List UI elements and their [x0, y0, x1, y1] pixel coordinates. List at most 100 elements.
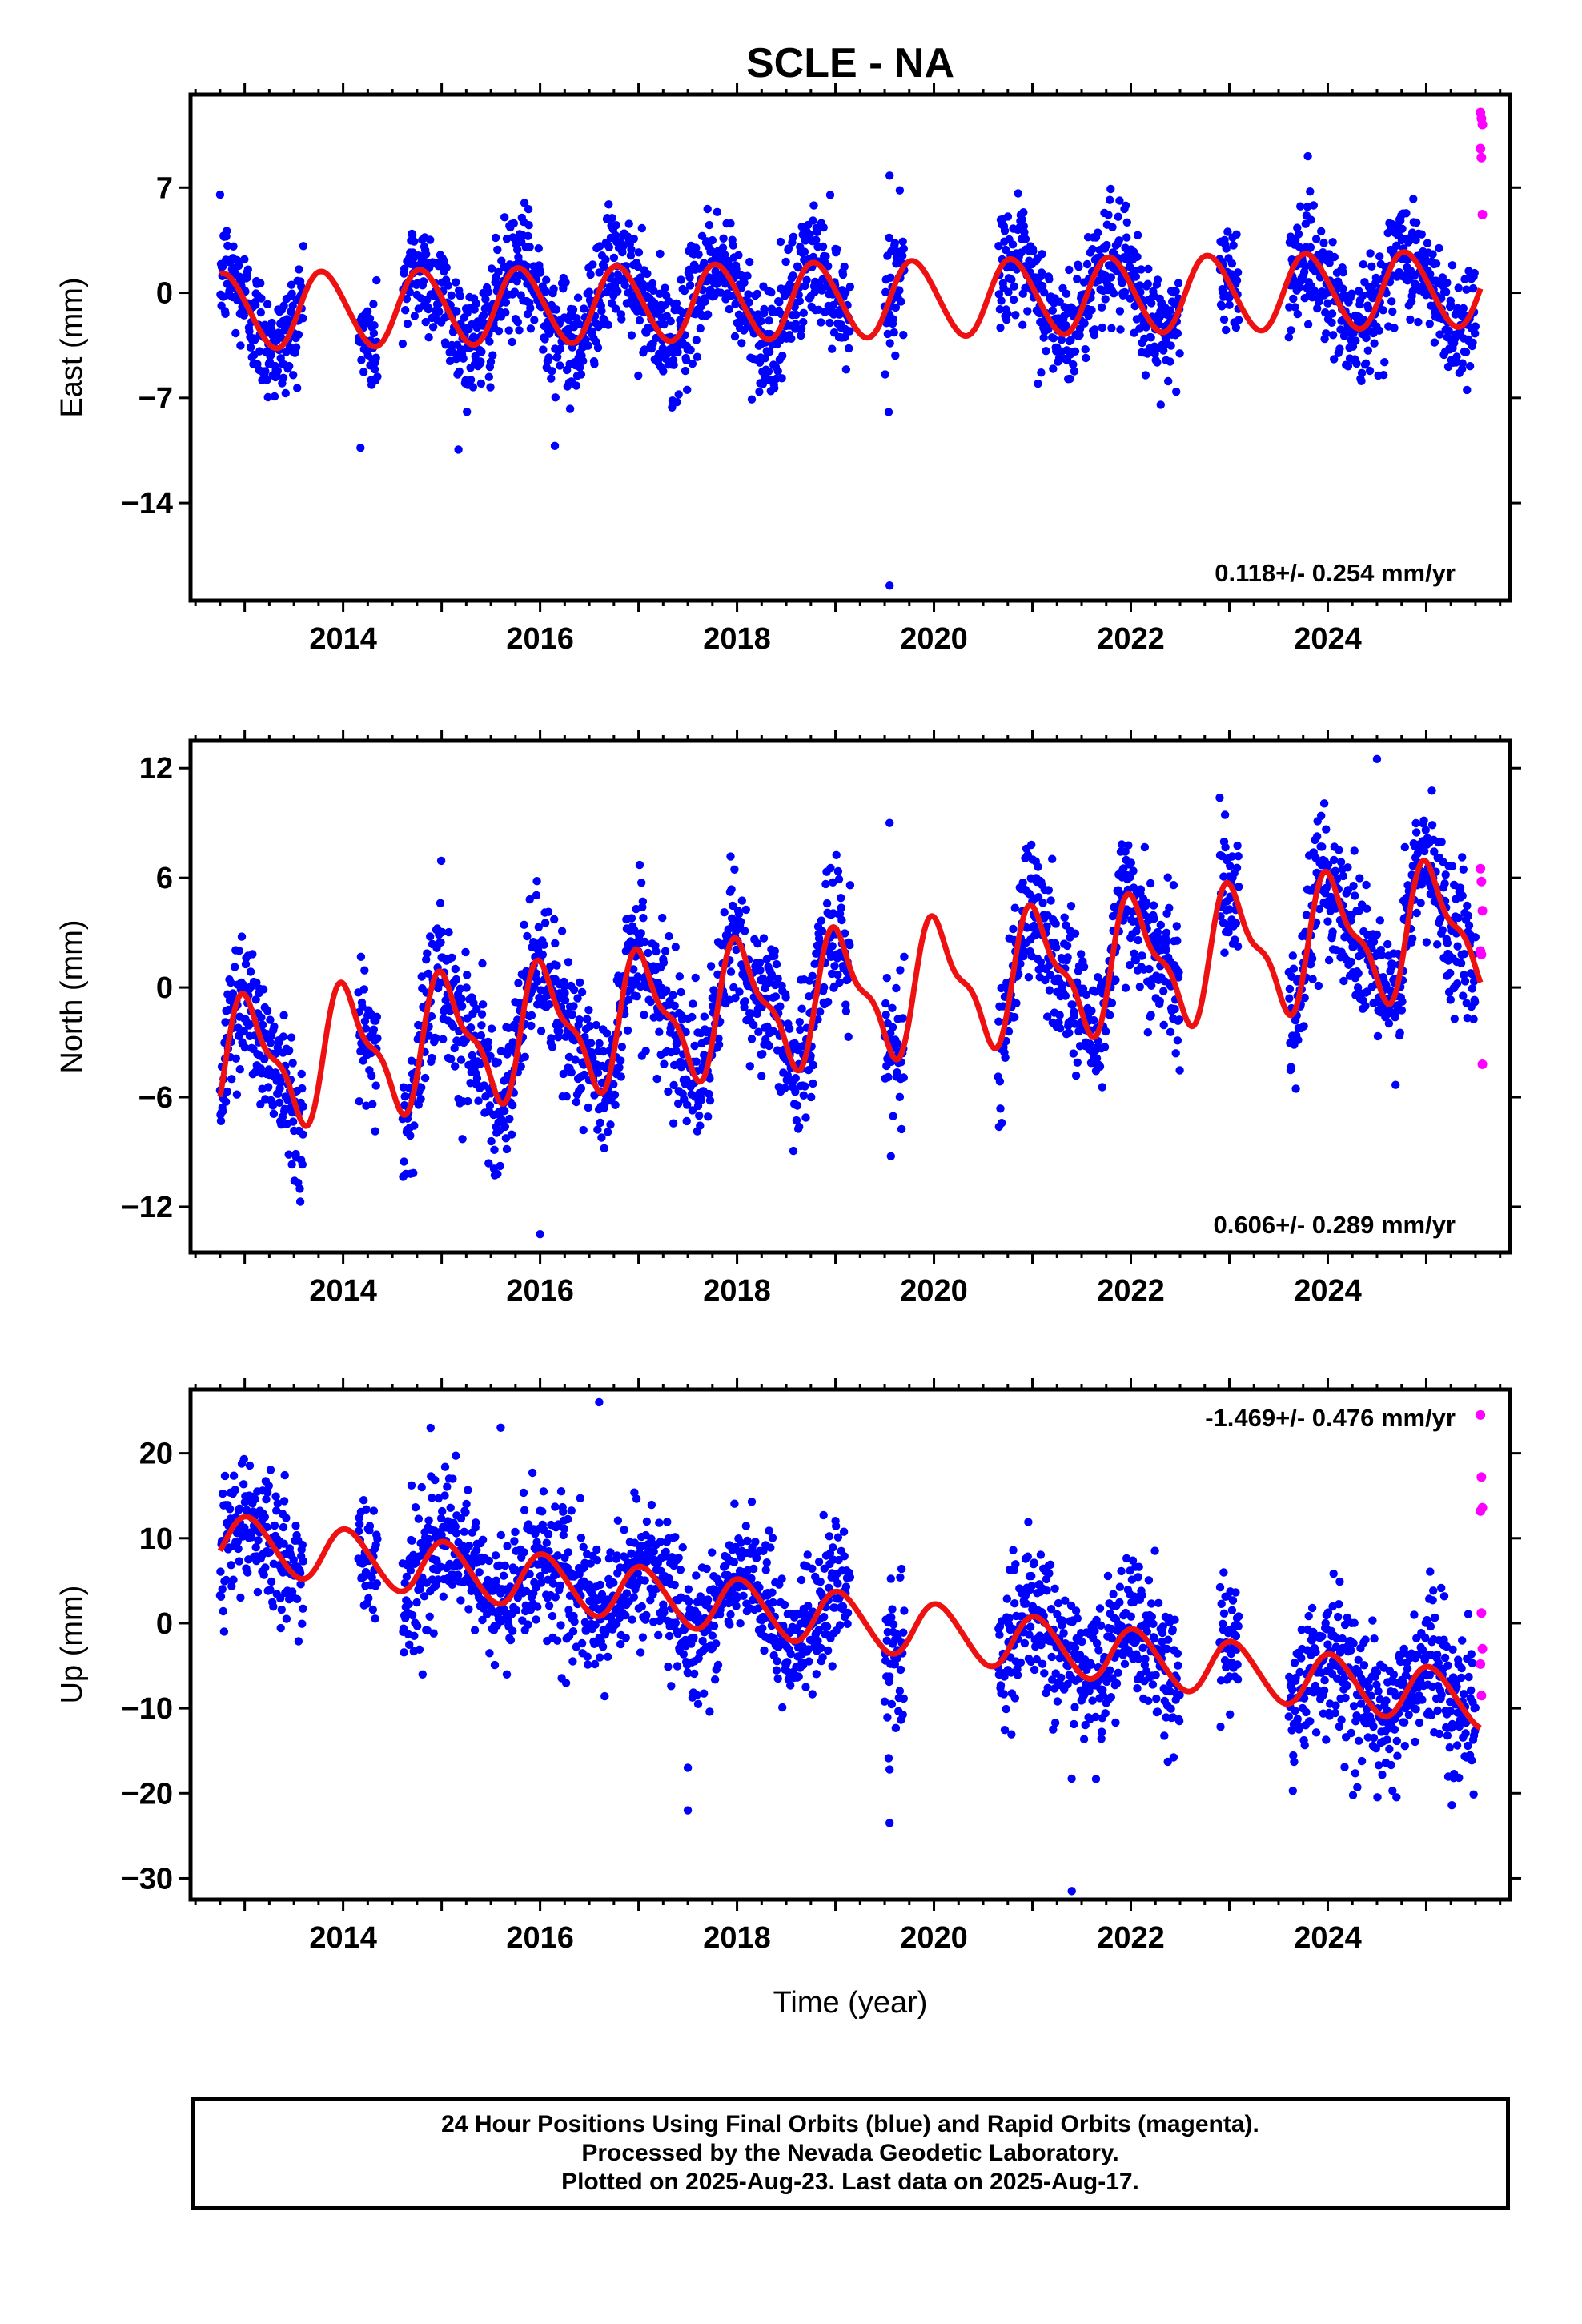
final-point — [692, 243, 701, 252]
final-point — [592, 1020, 600, 1030]
final-point — [1101, 295, 1110, 304]
final-point — [1222, 325, 1231, 335]
final-point — [487, 264, 496, 273]
final-point — [595, 268, 604, 277]
final-point — [1001, 245, 1010, 255]
final-point — [1056, 1023, 1065, 1033]
final-point — [453, 1570, 463, 1579]
final-orbit-points — [215, 151, 1480, 590]
final-point — [271, 1069, 280, 1078]
final-point — [659, 367, 668, 376]
final-point — [456, 1514, 466, 1523]
final-point — [730, 865, 739, 875]
final-point — [400, 1092, 409, 1101]
final-point — [1303, 320, 1313, 329]
final-point — [1425, 320, 1435, 328]
final-point — [998, 1119, 1006, 1128]
final-point — [760, 304, 769, 314]
final-point — [251, 1543, 260, 1552]
outlier-point — [885, 171, 894, 180]
final-point — [372, 275, 381, 285]
final-point — [754, 1027, 763, 1036]
final-point — [299, 1557, 308, 1566]
final-point — [548, 367, 556, 376]
final-point — [897, 297, 905, 306]
final-point — [416, 1095, 425, 1104]
final-point — [500, 213, 509, 222]
rate-label: 0.118+/- 0.254 mm/yr — [1215, 559, 1456, 587]
final-point — [660, 320, 669, 329]
final-point — [256, 279, 265, 287]
final-point — [446, 1503, 455, 1513]
final-point — [406, 1566, 416, 1575]
final-point — [593, 1125, 602, 1134]
final-point — [1063, 953, 1072, 962]
final-point — [775, 298, 784, 307]
final-point — [731, 994, 740, 1003]
final-point — [743, 271, 752, 280]
final-point — [896, 966, 905, 975]
final-point — [439, 1592, 448, 1601]
final-point — [797, 331, 805, 340]
final-point — [899, 244, 909, 253]
final-point — [593, 1068, 603, 1077]
final-point — [719, 234, 728, 243]
final-point — [271, 1492, 280, 1501]
final-point — [1048, 306, 1058, 315]
final-point — [1234, 852, 1243, 861]
final-point — [734, 910, 744, 919]
final-point — [661, 947, 670, 956]
final-point — [1428, 250, 1437, 259]
final-point — [1369, 937, 1379, 947]
final-point — [830, 962, 839, 971]
final-point — [1098, 1083, 1107, 1092]
final-point — [460, 1527, 468, 1537]
final-point — [484, 1159, 493, 1168]
final-point — [809, 216, 817, 225]
final-point — [476, 357, 485, 366]
final-point — [1372, 930, 1382, 939]
final-point — [359, 1056, 367, 1065]
final-point — [466, 1023, 476, 1032]
final-point — [655, 289, 665, 298]
final-point — [588, 260, 597, 269]
final-point — [1044, 886, 1054, 895]
final-point — [1395, 1028, 1404, 1037]
final-point — [704, 1112, 713, 1121]
final-point — [285, 1046, 294, 1055]
final-point — [1419, 846, 1429, 856]
x-tick-label: 2024 — [1294, 1274, 1362, 1308]
final-point — [789, 232, 798, 241]
final-point — [1082, 353, 1090, 363]
final-point — [801, 1082, 809, 1091]
final-point — [771, 992, 781, 1001]
final-point — [1468, 338, 1477, 347]
final-point — [1125, 960, 1134, 970]
y-axis-label: East (mm) — [55, 277, 89, 417]
rapid-point — [1477, 906, 1488, 916]
final-point — [1020, 227, 1029, 237]
final-point — [484, 372, 493, 381]
final-point — [1456, 883, 1465, 892]
final-point — [407, 1481, 416, 1490]
final-point — [1073, 1058, 1082, 1068]
final-point — [656, 249, 665, 259]
final-point — [371, 1614, 379, 1623]
final-point — [1094, 276, 1103, 285]
final-point — [611, 1100, 620, 1110]
final-point — [253, 1587, 263, 1597]
final-point — [1380, 358, 1389, 367]
final-point — [819, 983, 829, 992]
final-point — [579, 1125, 588, 1135]
final-point — [833, 245, 841, 254]
final-point — [520, 1052, 529, 1062]
final-point — [809, 201, 818, 210]
y-tick-label: 7 — [156, 171, 173, 205]
final-point — [994, 290, 1004, 299]
final-point — [239, 1480, 248, 1489]
final-point — [1303, 203, 1312, 211]
final-point — [477, 1010, 487, 1019]
final-point — [635, 316, 644, 325]
final-point — [369, 1506, 379, 1515]
final-point — [1001, 1053, 1010, 1063]
